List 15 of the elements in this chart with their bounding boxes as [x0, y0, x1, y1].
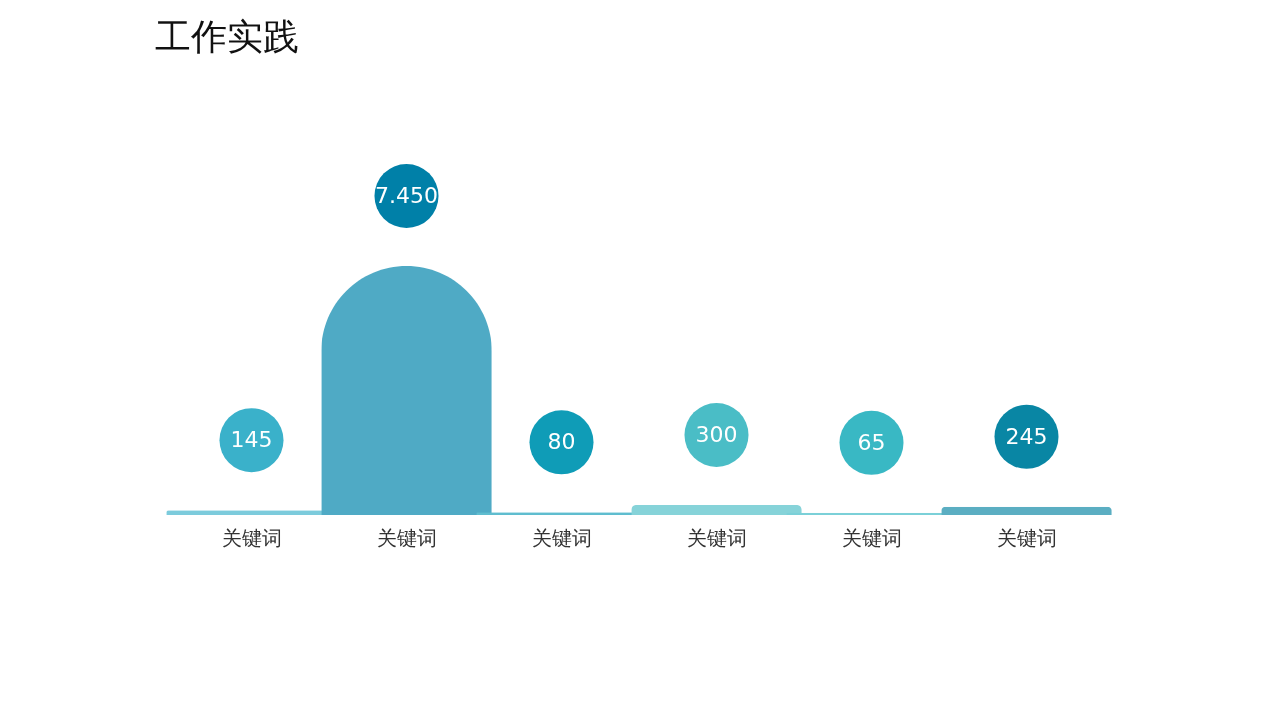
x-tick-label: 关键词	[996, 525, 1057, 550]
bar	[941, 506, 1112, 515]
data-label: 80	[547, 429, 576, 455]
x-tick-label: 关键词	[686, 525, 747, 550]
data-label: 300	[695, 421, 738, 447]
data-label: 65	[857, 429, 886, 455]
x-tick-label: 关键词	[376, 525, 437, 550]
x-tick-label: 关键词	[531, 525, 592, 550]
data-label: 7.450	[375, 183, 438, 208]
data-label: 145	[230, 427, 273, 453]
x-tick-label: 关键词	[841, 525, 902, 550]
chart-title: 工作实践	[155, 16, 299, 57]
data-label: 245	[1005, 423, 1048, 449]
bar	[321, 266, 492, 515]
x-tick-label: 关键词	[221, 525, 282, 550]
